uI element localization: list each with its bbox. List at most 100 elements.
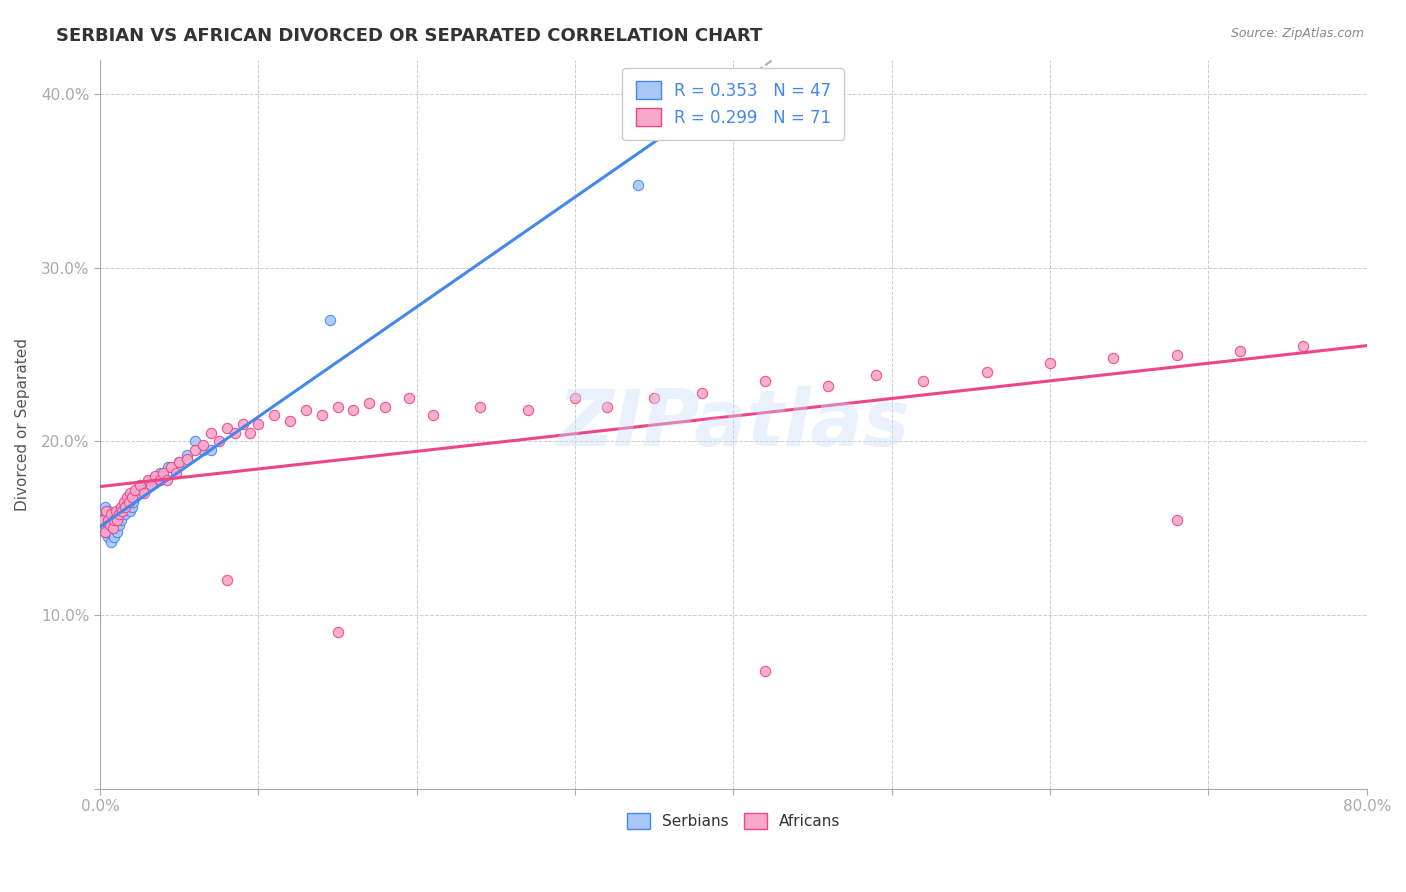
Point [122, 495, 145, 509]
Point [100, 508, 122, 522]
Point [128, 478, 150, 492]
Point [139, 478, 162, 492]
Point [136, 478, 159, 492]
Point [117, 495, 139, 509]
Legend: Serbians, Africans: Serbians, Africans [620, 806, 846, 836]
Point [596, 400, 619, 414]
Point [97, 504, 120, 518]
Point [224, 425, 246, 440]
Point [295, 403, 318, 417]
Point [516, 403, 538, 417]
Point [108, 508, 131, 522]
Point [160, 460, 183, 475]
Point [104, 521, 127, 535]
Point [94, 524, 117, 539]
Point [359, 396, 381, 410]
Point [124, 490, 146, 504]
Point [1292, 339, 1315, 353]
Point [239, 425, 262, 440]
Point [311, 409, 333, 423]
Point [97, 517, 120, 532]
Point [398, 391, 420, 405]
Point [208, 434, 231, 449]
Point [110, 512, 132, 526]
Point [247, 417, 270, 431]
Point [97, 530, 120, 544]
Point [191, 438, 214, 452]
Point [155, 473, 177, 487]
Point [94, 500, 117, 515]
Point [976, 365, 998, 379]
Point [111, 504, 134, 518]
Point [108, 504, 131, 518]
Point [103, 530, 125, 544]
Point [184, 434, 207, 449]
Point [200, 443, 222, 458]
Point [139, 473, 162, 487]
Point [101, 524, 124, 539]
Point [215, 574, 238, 588]
Point [91, 512, 114, 526]
Point [96, 504, 118, 518]
Point [627, 178, 650, 192]
Point [422, 409, 444, 423]
Point [107, 524, 129, 539]
Point [145, 469, 167, 483]
Point [200, 425, 222, 440]
Point [167, 455, 190, 469]
Point [865, 368, 887, 383]
Point [149, 466, 172, 480]
Point [121, 500, 143, 515]
Point [110, 500, 132, 515]
Point [94, 524, 117, 539]
Point [326, 625, 349, 640]
Point [817, 379, 839, 393]
Point [112, 500, 135, 515]
Point [318, 313, 340, 327]
Point [124, 483, 146, 497]
Point [120, 504, 142, 518]
Point [96, 521, 118, 535]
Point [107, 512, 129, 526]
Text: SERBIAN VS AFRICAN DIVORCED OR SEPARATED CORRELATION CHART: SERBIAN VS AFRICAN DIVORCED OR SEPARATED… [56, 27, 762, 45]
Point [152, 466, 174, 480]
Point [1166, 512, 1188, 526]
Point [100, 535, 122, 549]
Point [1166, 348, 1188, 362]
Point [108, 517, 131, 532]
Point [115, 490, 138, 504]
Point [91, 512, 114, 526]
Point [374, 400, 396, 414]
Point [104, 504, 127, 518]
Point [176, 451, 198, 466]
Text: ZIPatlas: ZIPatlas [557, 386, 910, 462]
Point [215, 420, 238, 434]
Point [112, 495, 135, 509]
Point [103, 517, 125, 532]
Point [101, 512, 124, 526]
Point [145, 473, 167, 487]
Point [121, 490, 143, 504]
Point [136, 473, 159, 487]
Point [184, 443, 207, 458]
Point [643, 391, 665, 405]
Point [128, 486, 150, 500]
Point [114, 500, 136, 515]
Point [342, 403, 364, 417]
Point [326, 400, 349, 414]
Point [100, 521, 122, 535]
Text: Source: ZipAtlas.com: Source: ZipAtlas.com [1230, 27, 1364, 40]
Point [98, 524, 121, 539]
Point [97, 512, 120, 526]
Point [114, 508, 136, 522]
Y-axis label: Divorced or Separated: Divorced or Separated [15, 337, 30, 510]
Point [754, 664, 776, 678]
Point [152, 469, 174, 483]
Point [1102, 351, 1125, 365]
Point [103, 512, 125, 526]
Point [104, 508, 127, 522]
Point [912, 374, 935, 388]
Point [263, 409, 285, 423]
Point [690, 385, 713, 400]
Point [101, 521, 124, 535]
